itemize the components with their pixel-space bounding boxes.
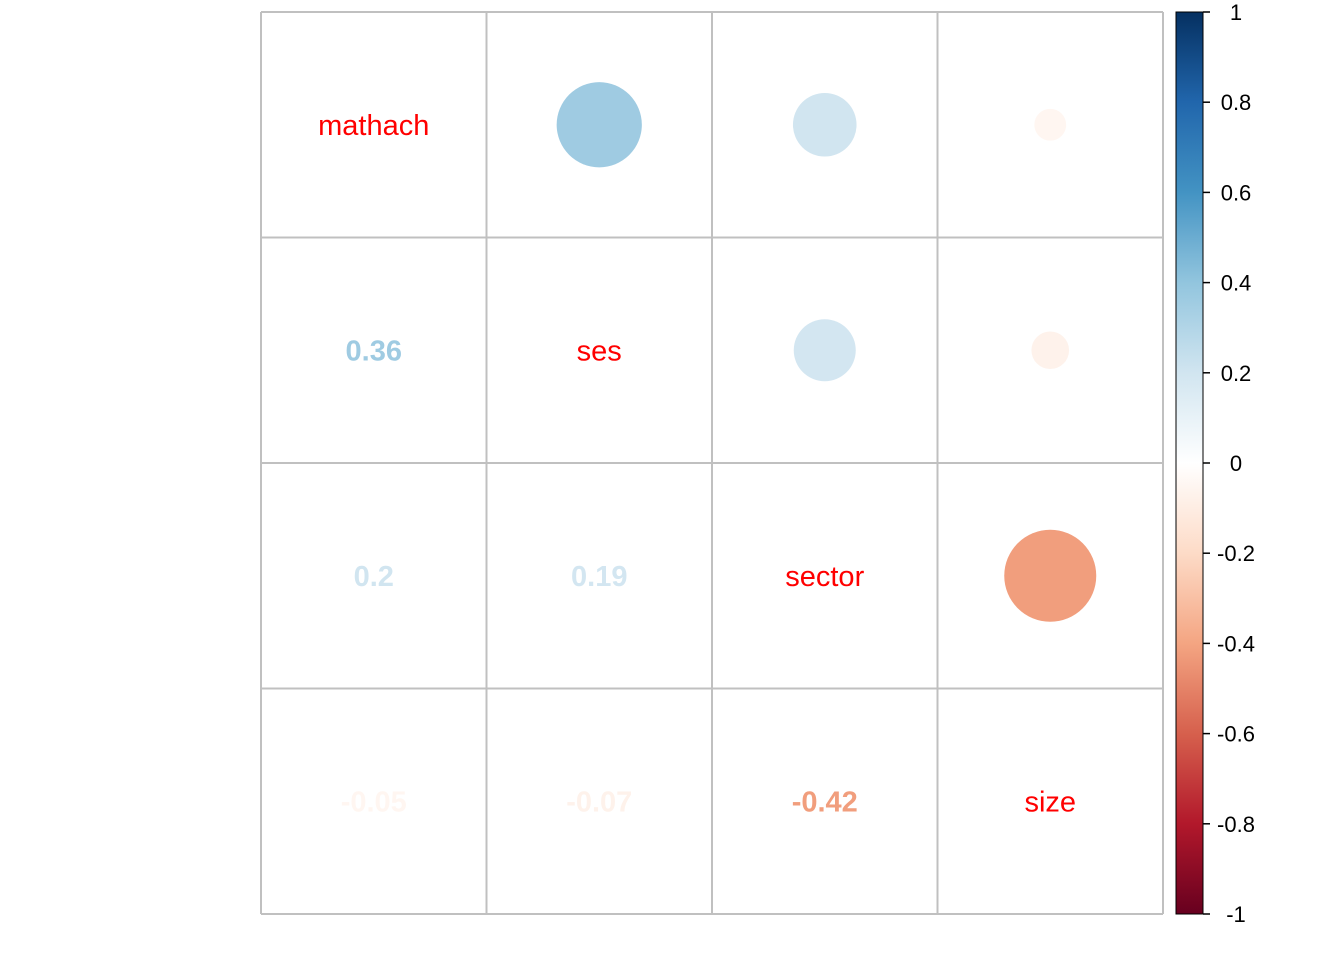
colorbar-tick-label: -0.6 bbox=[1217, 722, 1255, 747]
colorbar-tick-label: 0.6 bbox=[1221, 180, 1252, 205]
matrix-grid bbox=[260, 11, 1164, 915]
colorbar-tick-label: 1 bbox=[1230, 0, 1242, 25]
colorbar-gradient bbox=[1175, 11, 1204, 915]
colorbar-tick-label: -0.4 bbox=[1217, 631, 1255, 656]
corr-value-size-ses: -0.07 bbox=[566, 786, 632, 818]
corr-circle-mathach-size bbox=[1034, 108, 1067, 141]
colorbar-tick-label: 0 bbox=[1230, 451, 1242, 476]
colorbar: 1 0.8 0.6 0.4 0.2 0 -0.2 -0.4 -0.6 -0.8 -1 bbox=[1175, 0, 1255, 927]
colorbar-tick-label: -1 bbox=[1226, 902, 1246, 927]
colorbar-tick-label: 0.2 bbox=[1221, 361, 1252, 386]
corr-value-ses-mathach: 0.36 bbox=[346, 335, 402, 367]
matrix-cells: mathach 0.36 ses 0.2 0.19 sector -0.05 -0.07 -0.… bbox=[318, 82, 1097, 818]
corr-value-sector-ses: 0.19 bbox=[571, 561, 627, 593]
diagonal-label-sector: sector bbox=[785, 561, 864, 593]
colorbar-tick-label: -0.2 bbox=[1217, 541, 1255, 566]
corr-value-sector-mathach: 0.2 bbox=[354, 561, 394, 593]
corr-value-size-sector: -0.42 bbox=[792, 786, 858, 818]
corr-circle-mathach-ses bbox=[556, 82, 642, 168]
diagonal-label-size: size bbox=[1024, 786, 1076, 818]
colorbar-tick-label: -0.8 bbox=[1217, 812, 1255, 837]
corr-circle-sector-size bbox=[1004, 529, 1097, 622]
corr-circle-ses-sector bbox=[793, 319, 856, 382]
corr-circle-mathach-sector bbox=[792, 92, 857, 157]
diagonal-label-ses: ses bbox=[577, 335, 622, 367]
corr-value-size-mathach: -0.05 bbox=[341, 786, 407, 818]
colorbar-ticks: 1 0.8 0.6 0.4 0.2 0 -0.2 -0.4 -0.6 -0.8 -1 bbox=[1203, 0, 1255, 927]
corr-circle-ses-size bbox=[1031, 331, 1070, 370]
colorbar-tick-label: 0.8 bbox=[1221, 90, 1252, 115]
colorbar-tick-label: 0.4 bbox=[1221, 271, 1252, 296]
diagonal-label-mathach: mathach bbox=[318, 110, 429, 142]
